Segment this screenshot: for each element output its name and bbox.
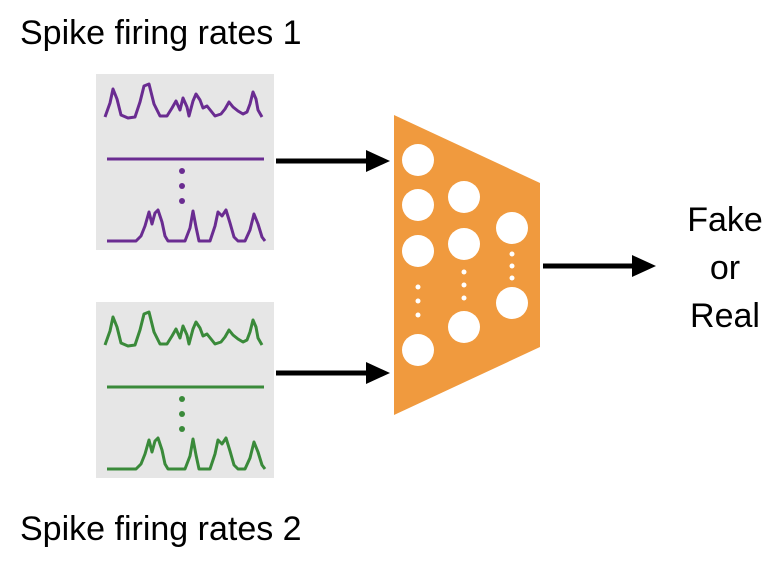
network-body bbox=[394, 115, 540, 415]
label-spike-firing-rates-2: Spike firing rates 2 bbox=[20, 510, 302, 548]
network-node bbox=[402, 144, 434, 176]
network-ellipsis-dot bbox=[461, 282, 467, 288]
panel-2-ellipsis-dot bbox=[179, 396, 185, 402]
panel-1-ellipsis-dot bbox=[179, 183, 185, 189]
output-label-fake: Fake bbox=[687, 201, 763, 239]
network-ellipsis-dot bbox=[461, 269, 467, 275]
panel-1-trace-top bbox=[103, 82, 264, 120]
spike-rates-panel-2 bbox=[96, 302, 274, 478]
spike-rates-panel-1 bbox=[96, 74, 274, 250]
network-ellipsis-dot bbox=[509, 251, 515, 257]
network-node bbox=[402, 189, 434, 221]
panel-2-trace-top bbox=[103, 310, 264, 348]
arrow-input-1 bbox=[276, 150, 390, 172]
network-node bbox=[402, 235, 434, 267]
network-ellipsis-dot bbox=[509, 263, 515, 269]
panel-2-ellipsis-dot bbox=[179, 426, 185, 432]
panel-2-trace-bottom bbox=[107, 436, 267, 471]
output-label-or: or bbox=[710, 249, 740, 287]
network-ellipsis-dot bbox=[415, 298, 421, 304]
arrow-output bbox=[543, 255, 656, 277]
network-node bbox=[496, 212, 528, 244]
output-label: Fake or Real bbox=[687, 201, 763, 335]
network-node bbox=[448, 228, 480, 260]
panel-1-ellipsis-dot bbox=[179, 198, 185, 204]
panel-2-ellipsis-dot bbox=[179, 411, 185, 417]
network-ellipsis-dot bbox=[461, 295, 467, 301]
network-node bbox=[402, 334, 434, 366]
network-node bbox=[448, 311, 480, 343]
output-label-real: Real bbox=[690, 297, 760, 335]
arrow-input-2 bbox=[276, 362, 390, 384]
label-spike-firing-rates-1: Spike firing rates 1 bbox=[20, 14, 302, 52]
network-ellipsis-dot bbox=[415, 284, 421, 290]
panel-1-trace-bottom bbox=[107, 208, 267, 243]
network-node bbox=[448, 181, 480, 213]
discriminator-network bbox=[394, 115, 540, 415]
network-node bbox=[496, 287, 528, 319]
panel-1-ellipsis-dot bbox=[179, 168, 185, 174]
network-ellipsis-dot bbox=[415, 312, 421, 318]
network-ellipsis-dot bbox=[509, 275, 515, 281]
